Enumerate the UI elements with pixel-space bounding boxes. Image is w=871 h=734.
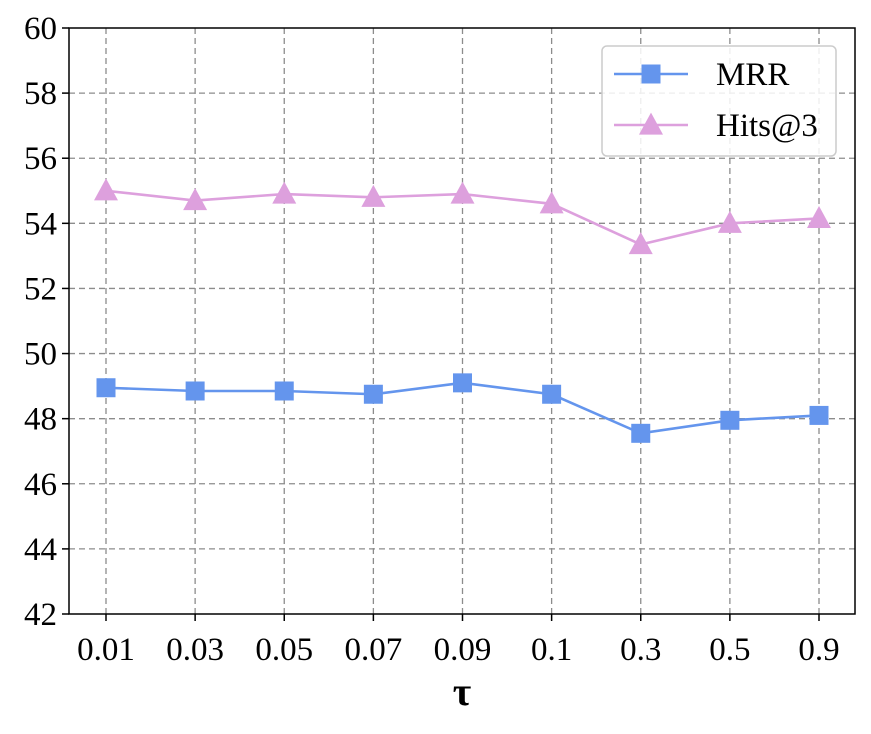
data-point-hits-3 bbox=[717, 210, 742, 233]
x-tick-label: 0.03 bbox=[166, 632, 224, 668]
legend-marker-hits-3 bbox=[639, 112, 663, 135]
x-tick-label: 0.09 bbox=[434, 632, 492, 668]
data-point-hits-3 bbox=[628, 232, 653, 255]
x-tick-label: 0.5 bbox=[709, 632, 750, 668]
x-tick-label: 0.9 bbox=[798, 632, 839, 668]
series-mrr bbox=[96, 373, 829, 443]
data-point-hits-3 bbox=[361, 184, 386, 207]
data-point-mrr bbox=[809, 405, 829, 425]
legend-marker-mrr bbox=[641, 64, 661, 84]
data-point-mrr bbox=[542, 384, 562, 404]
x-tick-label: 0.1 bbox=[531, 632, 572, 668]
legend-entry-mrr: MRR bbox=[614, 57, 789, 93]
legend-label-mrr: MRR bbox=[716, 57, 789, 93]
series-layer bbox=[94, 178, 831, 443]
y-tick-label: 42 bbox=[24, 597, 57, 633]
x-tick-label: 0.01 bbox=[77, 632, 135, 668]
data-point-hits-3 bbox=[539, 191, 564, 214]
y-tick-label: 60 bbox=[24, 11, 57, 47]
data-point-mrr bbox=[720, 410, 740, 430]
y-tick-label: 54 bbox=[24, 206, 57, 242]
axis-ticks: 0.01 0.03 0.05 0.07 0.09 0.1 0.3 0.5 0.9 42 44 46 48… bbox=[24, 11, 840, 668]
y-tick-label: 46 bbox=[24, 467, 57, 503]
series-hits-3 bbox=[94, 178, 831, 255]
y-tick-label: 44 bbox=[24, 532, 57, 568]
data-point-mrr bbox=[631, 423, 651, 443]
x-tick-label: 0.05 bbox=[255, 632, 313, 668]
y-tick-label: 56 bbox=[24, 141, 57, 177]
y-tick-label: 58 bbox=[24, 76, 57, 112]
x-tick-label: 0.07 bbox=[345, 632, 403, 668]
data-point-hits-3 bbox=[94, 178, 118, 201]
data-point-hits-3 bbox=[450, 181, 475, 204]
legend: MRR Hits@3 bbox=[601, 45, 837, 157]
data-point-mrr bbox=[453, 373, 472, 393]
data-point-hits-3 bbox=[272, 181, 297, 204]
x-tick-label: 0.3 bbox=[620, 632, 661, 668]
data-point-mrr bbox=[185, 381, 205, 401]
y-tick-label: 48 bbox=[24, 402, 57, 438]
y-tick-label: 52 bbox=[24, 271, 57, 307]
grid bbox=[69, 28, 855, 614]
data-point-mrr bbox=[96, 378, 116, 398]
data-point-mrr bbox=[274, 381, 294, 401]
x-axis-title: τ bbox=[453, 669, 471, 714]
y-tick-label: 50 bbox=[24, 337, 57, 373]
legend-label-hits-3: Hits@3 bbox=[716, 108, 818, 144]
data-point-hits-3 bbox=[183, 188, 208, 211]
data-point-mrr bbox=[363, 384, 383, 404]
legend-entry-hits-3: Hits@3 bbox=[614, 108, 818, 144]
data-point-hits-3 bbox=[807, 206, 831, 229]
